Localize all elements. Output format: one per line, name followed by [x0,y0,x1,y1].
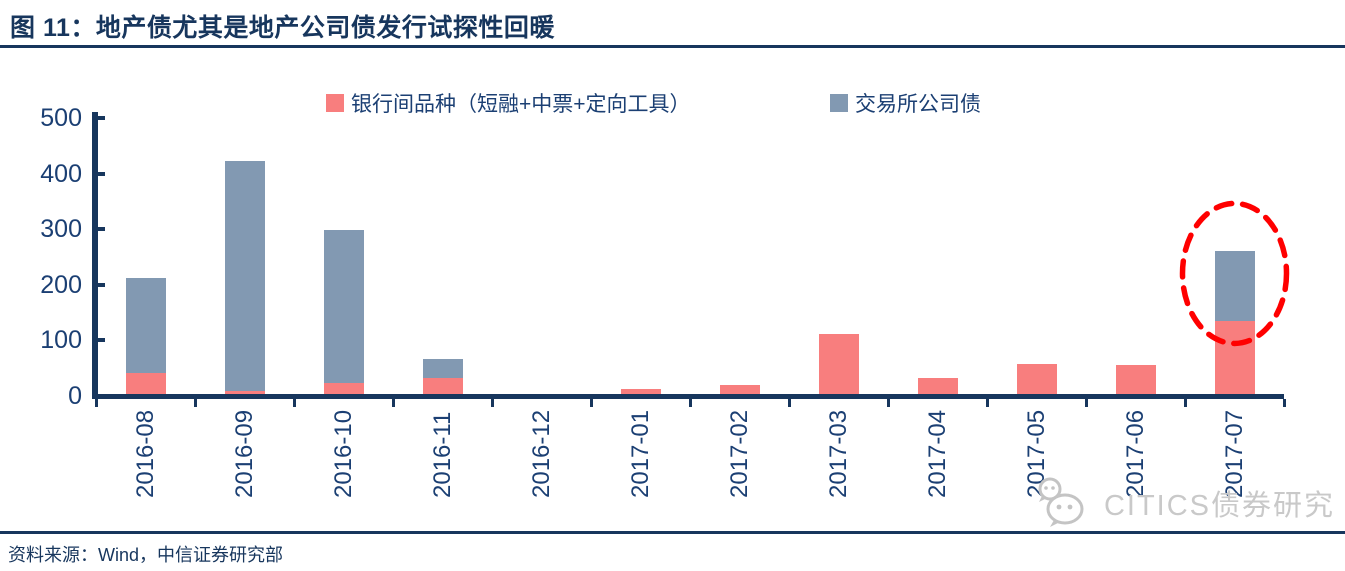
legend-item: 银行间品种（短融+中票+定向工具） [326,88,691,118]
y-axis-tick [92,338,105,343]
x-axis-tick [689,399,692,407]
x-axis-tick [590,399,593,407]
bar-segment [224,390,265,396]
x-axis-tick [788,399,791,407]
y-axis-line [92,112,98,399]
bar-segment [125,372,166,396]
bar-segment [125,278,166,373]
x-axis-tick [1184,399,1187,407]
x-axis-tick-label: 2016-10 [329,409,357,498]
footer-divider [0,531,1345,534]
y-axis-tick [92,227,105,232]
bar-segment [620,389,661,396]
chart-legend: 银行间品种（短融+中票+定向工具） 交易所公司债 [0,88,1345,116]
watermark: CITICS债券研究 [1032,476,1335,530]
x-axis-tick [887,399,890,407]
x-axis-tick [293,399,296,407]
bar-segment [818,333,859,396]
y-axis-tick [92,171,105,176]
x-axis-tick-label: 2016-12 [527,409,555,498]
x-axis-tick-label: 2016-09 [230,409,258,498]
bar-segment [1214,251,1255,321]
bar-segment [323,382,364,396]
watermark-text: CITICS债券研究 [1103,490,1335,522]
x-axis-tick [1283,399,1286,407]
bar-segment [224,160,265,391]
x-axis-tick [194,399,197,407]
y-axis-tick-label: 0 [68,382,82,410]
y-axis-tick-label: 200 [40,270,82,299]
y-axis-tick-label: 300 [40,215,82,244]
bar-segment [422,358,463,379]
wechat-icon [1038,477,1084,527]
x-axis-tick [392,399,395,407]
y-axis-tick [92,116,105,120]
x-axis-tick [1085,399,1088,407]
bar-segment [1115,365,1156,396]
x-axis-tick [95,399,98,407]
x-axis-tick-label: 2016-08 [131,409,159,498]
legend-swatch [326,94,344,112]
y-axis-tick-label: 400 [40,159,82,188]
bar-segment [1016,363,1057,396]
legend-label: 银行间品种（短融+中票+定向工具） [351,93,691,116]
y-axis-tick [92,282,105,287]
bar-segment [917,377,958,396]
x-axis-tick-label: 2017-02 [725,409,753,498]
legend-swatch [830,94,848,112]
source-note: 资料来源：Wind，中信证券研究部 [8,545,284,565]
x-axis-tick [986,399,989,407]
bar-segment [1214,320,1255,396]
bar-segment [323,229,364,383]
bar-segment [422,378,463,396]
legend-label: 交易所公司债 [855,93,981,116]
x-axis-tick [491,399,494,407]
figure-title: 图 11：地产债尤其是地产公司债发行试探性回暖 [10,14,555,42]
y-axis-tick-label: 100 [40,326,82,355]
title-divider [0,45,1345,48]
x-axis-tick-label: 2017-04 [923,409,951,498]
bar-segment [719,384,760,396]
x-axis-line [92,394,1284,399]
x-axis-tick-label: 2016-11 [428,411,456,498]
x-axis-tick-label: 2017-01 [626,409,654,498]
legend-item: 交易所公司债 [830,88,981,118]
y-axis-tick-label: 500 [40,104,82,132]
x-axis-tick-label: 2017-03 [824,409,852,498]
